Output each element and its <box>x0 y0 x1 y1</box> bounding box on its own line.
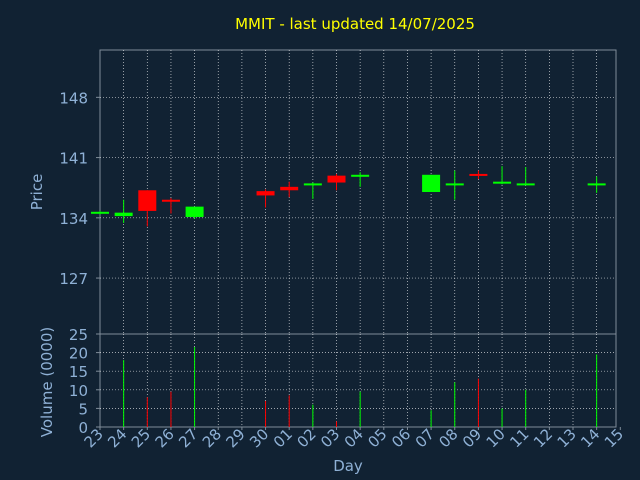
price-tick-label: 127 <box>59 270 88 288</box>
volume-tick-label: 20 <box>69 345 88 363</box>
candle-body-11 <box>516 183 535 186</box>
x-tick-label-04: 04 <box>341 425 367 451</box>
x-tick-label-24: 24 <box>104 425 130 451</box>
candle-body-03 <box>327 175 346 183</box>
x-tick-label-10: 10 <box>483 425 509 451</box>
x-tick-label-14: 14 <box>577 425 603 451</box>
volume-panel-frame <box>99 333 617 428</box>
price-tick-label: 148 <box>59 89 88 107</box>
x-tick-label-03: 03 <box>317 425 343 451</box>
candle-body-01 <box>280 186 299 191</box>
x-tick-label-15: 15 <box>601 425 627 451</box>
x-tick-label-08: 08 <box>435 425 461 451</box>
x-axis-label: Day <box>333 457 363 475</box>
x-tick-label-05: 05 <box>364 425 390 451</box>
chart-title: MMIT - last updated 14/07/2025 <box>235 15 475 33</box>
x-tick-label-11: 11 <box>506 425 532 451</box>
volume-tick-label: 5 <box>78 400 88 418</box>
candle-body-23 <box>91 211 109 214</box>
candle-body-04 <box>351 174 370 177</box>
volume-tick-label: 10 <box>69 382 88 400</box>
price-axis-label: Price <box>28 174 46 211</box>
x-tick-label-30: 30 <box>246 425 272 451</box>
x-tick-label-13: 13 <box>554 425 580 451</box>
candle-body-25 <box>138 190 157 211</box>
candle-body-10 <box>493 181 512 184</box>
candle-body-08 <box>445 183 464 186</box>
x-tick-label-25: 25 <box>128 425 154 451</box>
x-tick-label-06: 06 <box>388 425 414 451</box>
x-tick-label-02: 02 <box>293 425 319 451</box>
x-tick-label-29: 29 <box>222 425 248 451</box>
candle-body-24 <box>114 212 133 217</box>
candle-body-27 <box>185 206 204 217</box>
candle-body-02 <box>303 183 322 186</box>
x-tick-label-28: 28 <box>199 425 225 451</box>
x-tick-label-27: 27 <box>175 425 201 451</box>
volume-tick-label: 0 <box>78 419 88 437</box>
x-tick-label-01: 01 <box>270 425 296 451</box>
volume-tick-label: 25 <box>69 326 88 344</box>
x-tick-label-26: 26 <box>152 425 178 451</box>
price-tick-label: 141 <box>59 150 88 168</box>
candle-body-07 <box>422 174 441 192</box>
volume-tick-label: 15 <box>69 363 88 381</box>
price-panel-frame <box>99 49 617 335</box>
candle-body-30 <box>256 191 275 196</box>
candle-body-26 <box>161 199 180 202</box>
x-tick-label-12: 12 <box>530 425 556 451</box>
x-tick-label-07: 07 <box>412 425 438 451</box>
volume-axis-label: Volume (0000) <box>38 327 56 437</box>
candle-body-14 <box>587 183 606 186</box>
x-tick-label-09: 09 <box>459 425 485 451</box>
price-tick-label: 134 <box>59 210 88 228</box>
candle-body-09 <box>469 173 488 176</box>
